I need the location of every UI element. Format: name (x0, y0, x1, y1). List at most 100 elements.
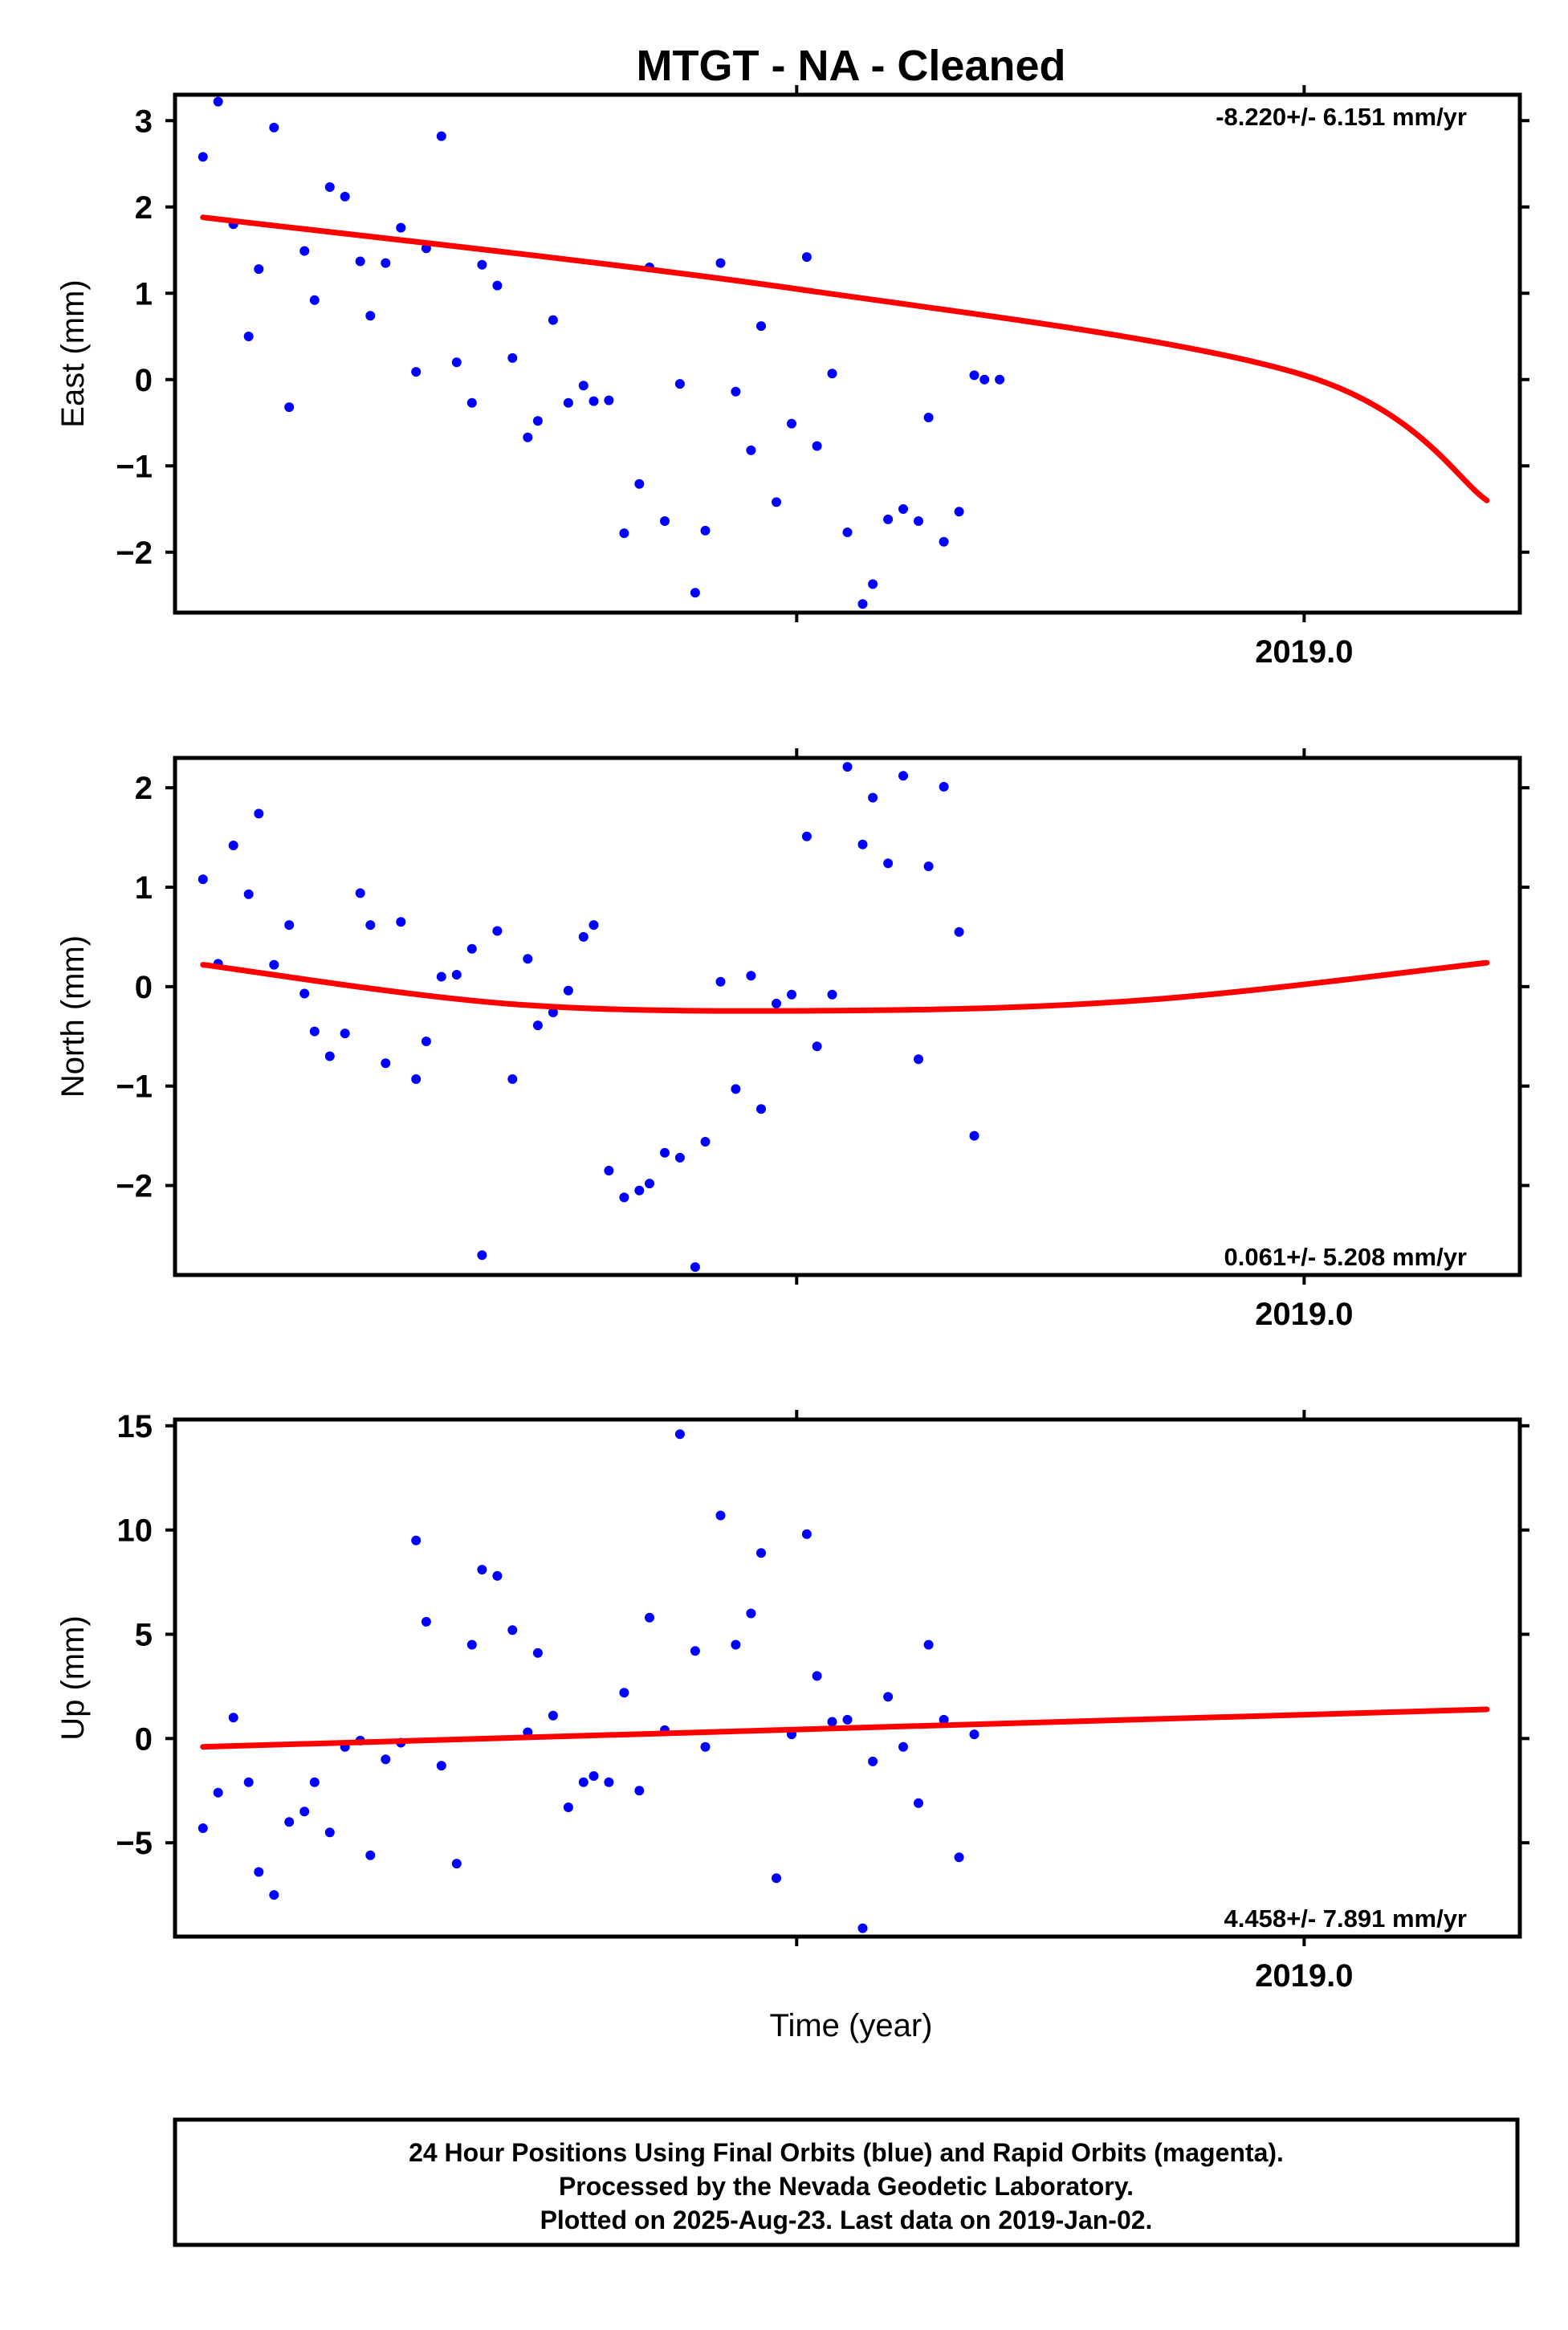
north-point (701, 1137, 711, 1147)
north-point (365, 920, 375, 930)
east-ytick-label: −1 (116, 449, 153, 484)
north-point (299, 989, 309, 999)
up-frame (175, 1420, 1520, 1937)
east-point (772, 497, 781, 507)
east-point (548, 316, 558, 325)
north-point (244, 890, 254, 899)
north-ytick-label: 2 (135, 771, 153, 806)
north-point (955, 927, 964, 937)
east-point (437, 132, 446, 141)
east-point (979, 375, 989, 385)
up-point (716, 1511, 726, 1521)
up-point (731, 1640, 740, 1650)
up-point (325, 1827, 335, 1837)
up-point (269, 1890, 279, 1900)
up-point (244, 1778, 254, 1787)
up-point (843, 1715, 853, 1725)
footer-line-1: 24 Hour Positions Using Final Orbits (bl… (409, 2138, 1284, 2167)
east-ytick-label: 1 (135, 276, 153, 312)
north-ytick-label: 0 (135, 970, 153, 1005)
up-ytick-label: 0 (135, 1721, 153, 1757)
north-point (898, 771, 908, 780)
east-point (955, 507, 964, 516)
north-point (813, 1041, 822, 1051)
up-point (229, 1713, 238, 1722)
east-point (467, 398, 477, 408)
up-point (198, 1823, 208, 1833)
north-point (340, 1029, 350, 1038)
up-point (802, 1530, 812, 1539)
east-point (924, 413, 934, 422)
north-point (437, 972, 446, 982)
east-ytick-label: 3 (135, 104, 153, 139)
up-point (533, 1648, 543, 1658)
up-point (381, 1754, 390, 1764)
north-point (198, 874, 208, 884)
north-panel: −2−10122019.0North (mm)0.061+/- 5.208 mm… (55, 748, 1529, 1332)
north-point (579, 932, 589, 942)
up-ytick-label: 15 (117, 1409, 153, 1444)
up-point (564, 1802, 573, 1812)
up-point (619, 1688, 629, 1697)
footer-line-2: Processed by the Nevada Geodetic Laborat… (559, 2172, 1134, 2201)
east-points (198, 97, 1004, 609)
up-xtick-label: 2019.0 (1255, 1958, 1353, 1994)
up-point (422, 1617, 431, 1627)
north-point (477, 1250, 487, 1260)
up-points (198, 1429, 979, 1933)
east-point (452, 357, 462, 367)
north-point (396, 917, 405, 927)
up-point (411, 1536, 421, 1546)
north-point (868, 793, 878, 803)
up-point (437, 1761, 446, 1770)
up-point (452, 1859, 462, 1868)
east-point (787, 419, 796, 429)
up-point (467, 1640, 477, 1650)
up-point (214, 1788, 223, 1798)
east-xtick-label: 2019.0 (1255, 634, 1353, 670)
east-point (340, 192, 350, 202)
east-point (970, 370, 979, 380)
north-ytick-label: −2 (116, 1169, 153, 1204)
up-point (507, 1625, 517, 1635)
up-point (701, 1742, 711, 1752)
north-frame (175, 758, 1520, 1275)
up-point (756, 1548, 766, 1558)
north-rate-label: 0.061+/- 5.208 mm/yr (1224, 1243, 1467, 1271)
north-ytick-label: −1 (116, 1069, 153, 1105)
east-point (411, 367, 421, 377)
up-point (924, 1640, 934, 1650)
east-y-axis-label: East (mm) (55, 279, 91, 427)
up-point (634, 1786, 644, 1795)
north-ytick-label: 1 (135, 870, 153, 906)
north-fit-line (203, 963, 1487, 1011)
east-point (746, 446, 755, 455)
north-point (731, 1084, 740, 1094)
up-ytick-label: 10 (117, 1513, 153, 1549)
north-point (604, 1166, 613, 1175)
up-point (955, 1852, 964, 1862)
figure: MTGT - NA - Cleaned −2−101232019.0East (… (0, 0, 1568, 2330)
east-point (858, 599, 868, 609)
north-point (523, 954, 532, 963)
north-point (843, 762, 853, 772)
north-point (381, 1058, 390, 1068)
north-point (452, 970, 462, 980)
east-point (299, 246, 309, 256)
east-rate-label: -8.220+/- 6.151 mm/yr (1216, 103, 1467, 131)
north-point (564, 986, 573, 996)
north-point (645, 1179, 654, 1188)
north-point (467, 944, 477, 954)
up-point (492, 1571, 502, 1581)
east-point (579, 381, 589, 390)
up-point (589, 1771, 599, 1781)
east-point (254, 264, 263, 274)
east-point (883, 515, 893, 524)
east-point (507, 353, 517, 363)
up-point (299, 1807, 309, 1816)
x-axis-label: Time (year) (770, 2008, 933, 2043)
up-point (310, 1778, 320, 1787)
north-point (883, 858, 893, 868)
north-point (716, 977, 726, 987)
north-point (970, 1131, 979, 1141)
